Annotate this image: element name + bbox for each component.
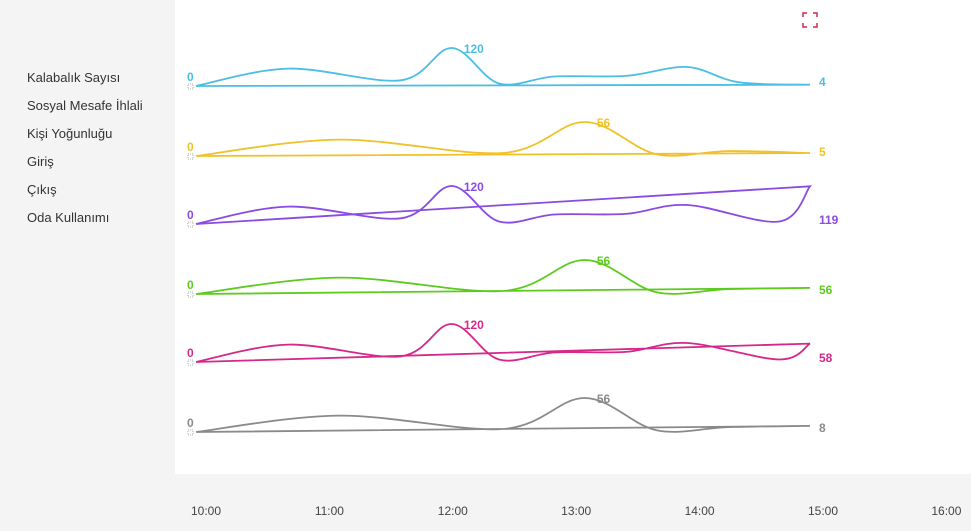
series-peak-label-1: 56 bbox=[597, 116, 611, 130]
series-end-label-4: 58 bbox=[819, 351, 833, 365]
legend-panel: Kalabalık Sayısı Sosyal Mesafe İhlali Ki… bbox=[0, 0, 175, 531]
series-line-0[interactable] bbox=[195, 47, 811, 87]
series-line-3[interactable] bbox=[195, 259, 811, 295]
series-peak-label-0: 120 bbox=[464, 42, 484, 56]
x-tick-label: 16:00 bbox=[931, 504, 961, 518]
series-line-4[interactable] bbox=[195, 323, 811, 363]
series-peak-label-5: 56 bbox=[597, 392, 611, 406]
series-line-5[interactable] bbox=[195, 397, 811, 433]
series-start-label-4: 0 bbox=[187, 346, 194, 360]
legend-item-kalabalik-sayisi[interactable]: Kalabalık Sayısı bbox=[27, 70, 121, 85]
series-end-label-1: 5 bbox=[819, 145, 826, 159]
fullscreen-icon[interactable] bbox=[802, 12, 818, 28]
series-start-label-0: 0 bbox=[187, 70, 194, 84]
series-start-label-3: 0 bbox=[187, 278, 194, 292]
series-start-marker-1 bbox=[187, 153, 194, 160]
x-tick-label: 15:00 bbox=[808, 504, 838, 518]
series-line-2[interactable] bbox=[195, 185, 813, 225]
series-end-label-2: 119 bbox=[819, 213, 839, 227]
series-start-marker-3 bbox=[187, 291, 194, 298]
legend-item-kisi-yogunlugu[interactable]: Kişi Yoğunluğu bbox=[27, 126, 113, 141]
series-peak-label-3: 56 bbox=[597, 254, 611, 268]
series-start-marker-5 bbox=[187, 429, 194, 436]
x-tick-label: 13:00 bbox=[561, 504, 591, 518]
x-tick-label: 12:00 bbox=[438, 504, 468, 518]
x-axis-band bbox=[175, 474, 971, 531]
legend-item-oda-kullanimi[interactable]: Oda Kullanımı bbox=[27, 210, 110, 225]
x-tick-label: 11:00 bbox=[315, 504, 344, 518]
series-peak-label-2: 120 bbox=[464, 180, 484, 194]
series-line-1[interactable] bbox=[195, 121, 811, 157]
series-start-label-2: 0 bbox=[187, 208, 194, 222]
series-start-marker-0 bbox=[187, 83, 194, 90]
x-tick-label: 14:00 bbox=[685, 504, 715, 518]
series-start-label-1: 0 bbox=[187, 140, 194, 154]
series-start-marker-2 bbox=[187, 221, 194, 228]
series-end-label-5: 8 bbox=[819, 421, 826, 435]
series-start-marker-4 bbox=[187, 359, 194, 366]
legend-item-giris[interactable]: Giriş bbox=[27, 154, 54, 169]
legend-item-cikis[interactable]: Çıkış bbox=[27, 182, 57, 197]
legend-item-sosyal-mesafe-ihlali[interactable]: Sosyal Mesafe İhlali bbox=[27, 98, 143, 113]
series-layer: 0 120 4 0 56 5 0 120 119 0 56 56 0 120 58 0 56 8 bbox=[187, 42, 839, 436]
series-end-label-0: 4 bbox=[819, 75, 826, 89]
series-start-label-5: 0 bbox=[187, 416, 194, 430]
series-end-label-3: 56 bbox=[819, 283, 833, 297]
x-axis-ticks: 10:00 11:00 12:00 13:00 14:00 15:00 16:00 bbox=[191, 504, 962, 518]
series-peak-label-4: 120 bbox=[464, 318, 484, 332]
x-tick-label: 10:00 bbox=[191, 504, 221, 518]
plot-area[interactable] bbox=[175, 0, 971, 474]
